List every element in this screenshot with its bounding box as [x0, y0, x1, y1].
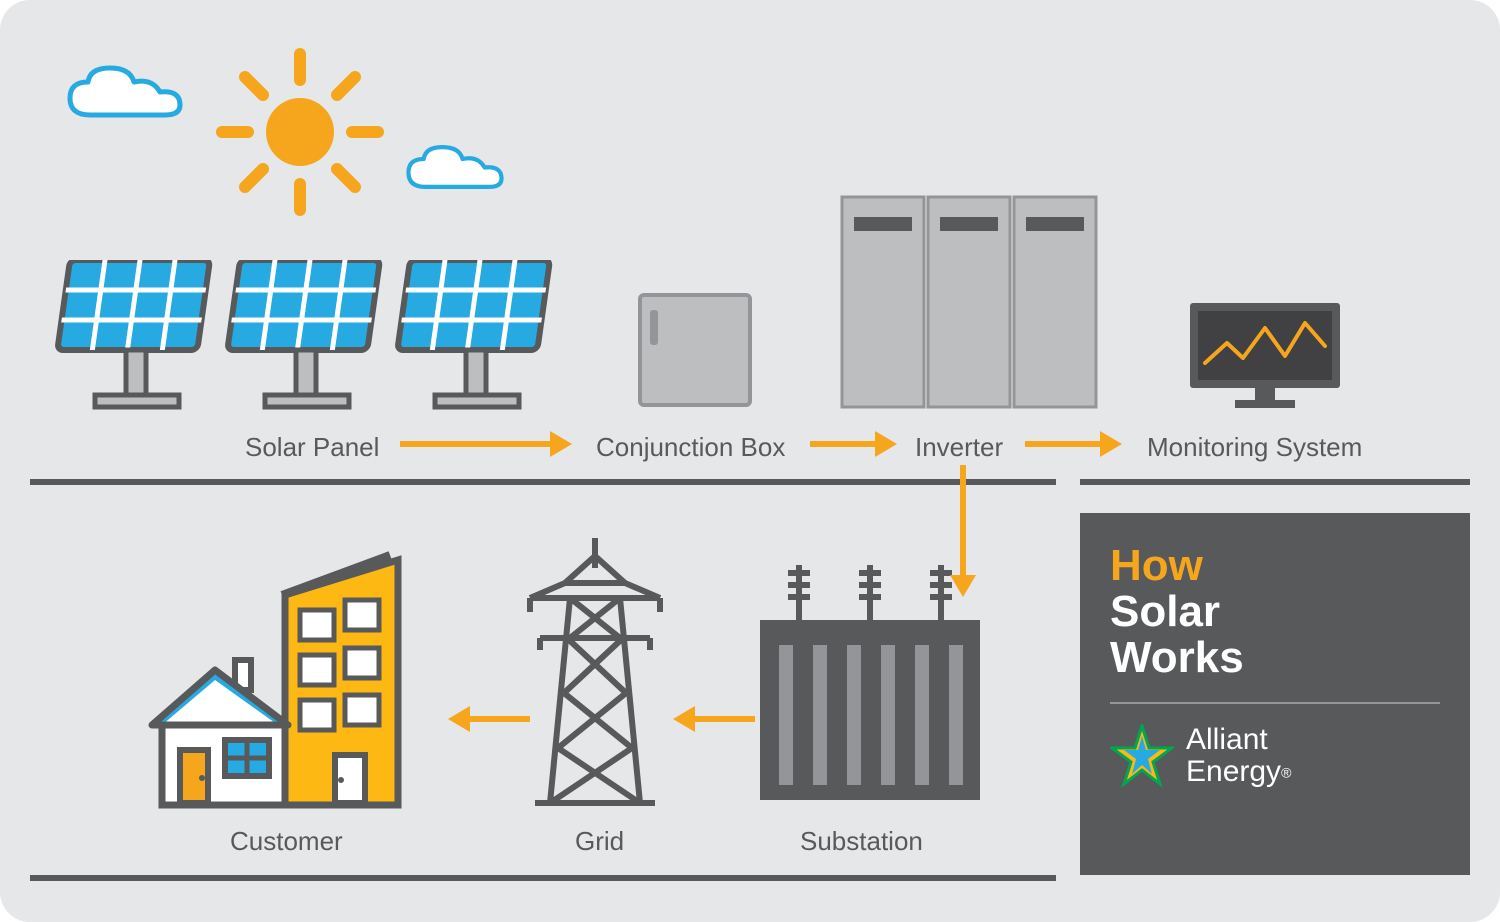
info-panel: How Solar Works Alliant Energy® [1080, 513, 1470, 875]
substation-icon [755, 565, 985, 805]
title-line-2: Solar [1110, 587, 1220, 636]
customer-label: Customer [230, 826, 343, 857]
flow-arrow [400, 441, 550, 447]
divider [30, 875, 1056, 881]
conjunction-box-label: Conjunction Box [596, 432, 785, 463]
solar-panels-icon [50, 260, 560, 420]
monitor-icon [1185, 298, 1345, 413]
brand: Alliant Energy® [1110, 724, 1440, 788]
title-line-3: Works [1110, 633, 1244, 682]
flow-arrow [810, 441, 875, 447]
brand-line-1: Alliant [1186, 723, 1268, 756]
title-line-1: How [1110, 541, 1203, 590]
customer-icon [140, 540, 420, 810]
cloud-icon [60, 60, 190, 130]
diagram-canvas: Solar Panel Conjunction Box Inverter Mon… [0, 0, 1500, 922]
brand-suffix: ® [1281, 764, 1291, 780]
brand-star-icon [1110, 724, 1174, 788]
conjunction-box-icon [635, 290, 755, 410]
solar-panel-label: Solar Panel [245, 432, 379, 463]
flow-arrow [1025, 441, 1100, 447]
info-title: How Solar Works [1110, 543, 1440, 682]
flow-arrow [470, 716, 530, 722]
substation-label: Substation [800, 826, 923, 857]
grid-tower-icon [510, 538, 680, 808]
grid-label: Grid [575, 826, 624, 857]
brand-text: Alliant Energy® [1186, 724, 1291, 787]
monitoring-label: Monitoring System [1147, 432, 1362, 463]
flow-arrow [960, 465, 966, 575]
inverter-label: Inverter [915, 432, 1003, 463]
inverter-icon [840, 195, 1100, 410]
cloud-icon [400, 140, 510, 200]
divider [1080, 479, 1470, 485]
flow-arrow [695, 716, 755, 722]
sun-icon [210, 42, 390, 222]
divider [30, 479, 1056, 485]
info-divider [1110, 702, 1440, 704]
brand-line-2: Energy [1186, 755, 1281, 788]
